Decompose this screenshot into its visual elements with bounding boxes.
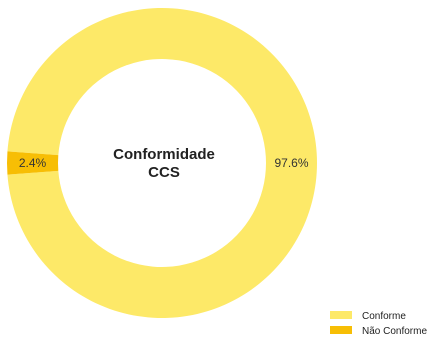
legend-label-nao-conforme: Não Conforme xyxy=(362,326,427,337)
slice-label-nao-conforme: 2.4% xyxy=(19,156,47,170)
slice-labels: 97.6% 2.4% xyxy=(19,156,309,170)
center-label-line-2: CCS xyxy=(148,164,180,181)
legend-item-nao-conforme[interactable]: Não Conforme xyxy=(330,326,427,337)
legend-swatch-conforme xyxy=(330,311,352,319)
slice-conforme[interactable] xyxy=(7,7,318,318)
donut-slices xyxy=(7,7,318,318)
legend: Conforme Não Conforme xyxy=(330,311,427,337)
slice-nao-conforme[interactable] xyxy=(7,151,59,175)
slice-label-conforme: 97.6% xyxy=(274,156,308,170)
center-label-line-1: Conformidade xyxy=(113,146,215,163)
legend-label-conforme: Conforme xyxy=(362,311,406,322)
legend-item-conforme[interactable]: Conforme xyxy=(330,311,406,322)
legend-swatch-nao-conforme xyxy=(330,326,352,334)
